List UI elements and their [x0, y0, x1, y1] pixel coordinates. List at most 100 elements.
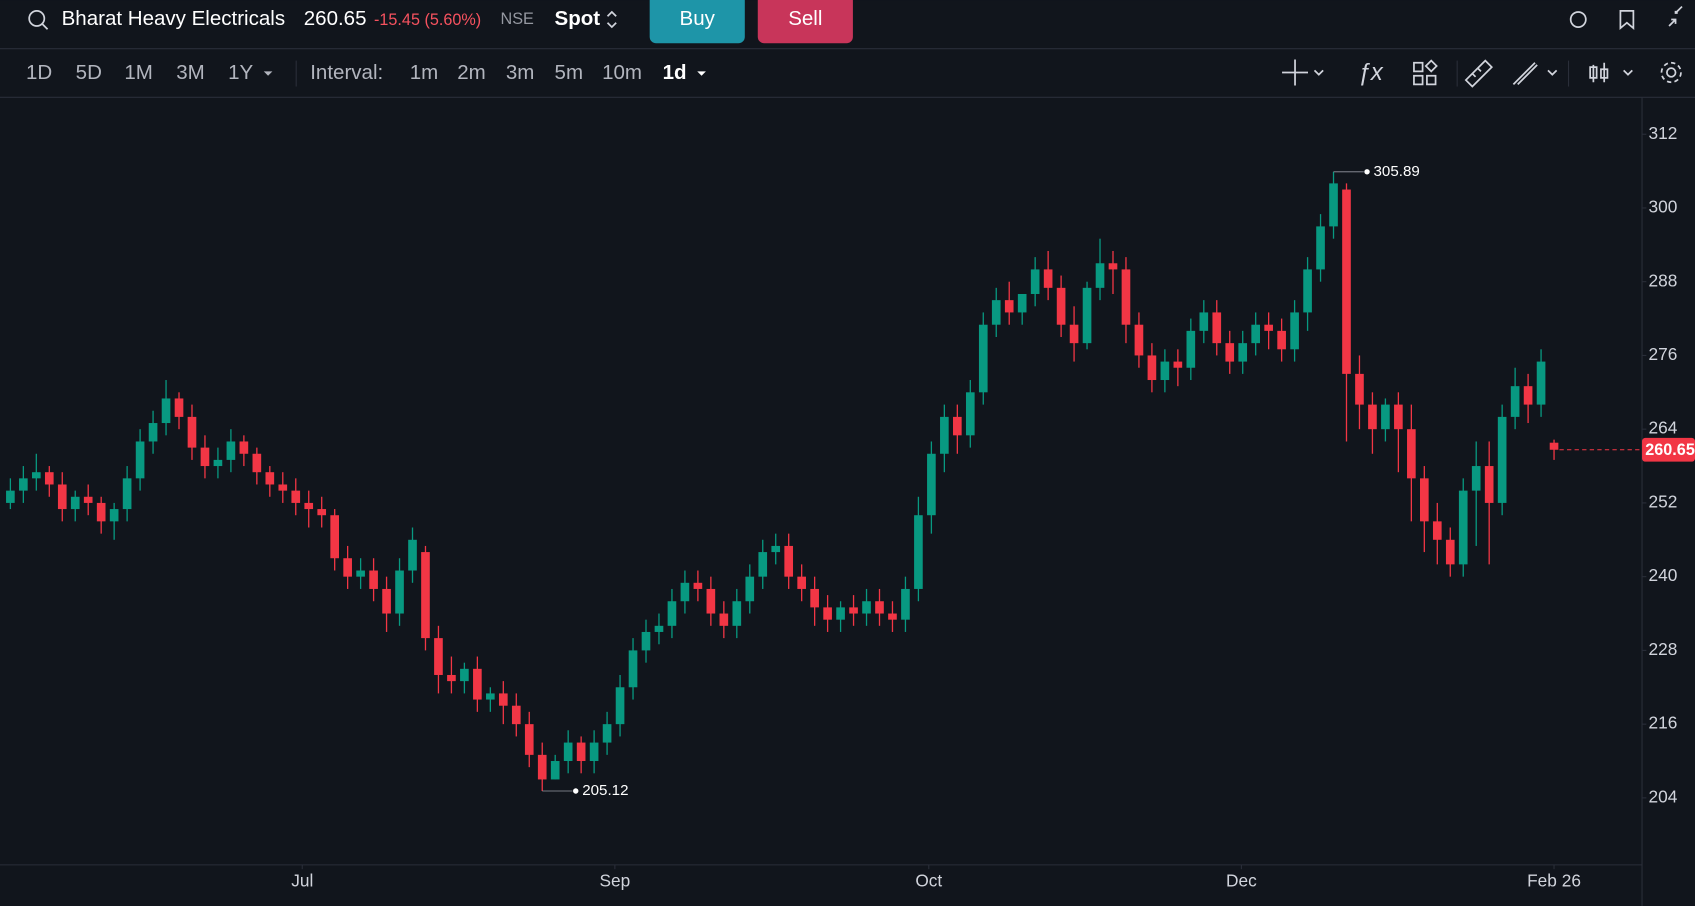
- candle-body: [1199, 312, 1209, 331]
- candle-body: [447, 674, 456, 682]
- interval-button[interactable]: 5m: [555, 61, 584, 84]
- buy-button[interactable]: [649, 0, 745, 44]
- candle-body: [797, 576, 806, 589]
- ruler-icon[interactable]: [1464, 59, 1493, 88]
- candle-body: [1004, 300, 1014, 313]
- interval-caret: [697, 71, 706, 76]
- candle-body: [1445, 539, 1455, 565]
- candle-body: [44, 472, 54, 485]
- range-button[interactable]: 1Y: [228, 61, 253, 84]
- y-tick-label: 252: [1649, 491, 1678, 511]
- interval-button[interactable]: 10m: [602, 61, 642, 84]
- settings-icon[interactable]: [1666, 67, 1677, 78]
- range-button[interactable]: 5D: [76, 61, 102, 84]
- chart-type-icon[interactable]: [1589, 62, 1633, 83]
- candle-body: [965, 392, 975, 436]
- candle-body: [576, 742, 586, 762]
- bookmark-icon[interactable]: [1619, 10, 1635, 31]
- candle-body: [486, 693, 495, 700]
- candle-body: [343, 558, 352, 577]
- y-tick-label: 216: [1649, 713, 1678, 733]
- candle-body: [1069, 324, 1079, 344]
- candle-body: [1316, 226, 1325, 270]
- high-marker-dot: [1364, 169, 1370, 175]
- candle-body: [1277, 330, 1286, 350]
- candle-body: [31, 472, 41, 479]
- sell-label[interactable]: Sell: [788, 7, 822, 30]
- candle-body: [278, 484, 288, 491]
- last-price-label: 260.65: [1645, 441, 1695, 459]
- market-select[interactable]: Spot: [555, 7, 601, 30]
- candle-body: [174, 398, 184, 417]
- candle-body: [1355, 373, 1364, 405]
- candle-body: [1212, 312, 1222, 344]
- candle-body: [1484, 466, 1494, 503]
- range-button[interactable]: 1D: [26, 61, 52, 84]
- collapse-icon[interactable]: [1668, 5, 1683, 27]
- candle-body: [1432, 521, 1442, 540]
- candle-body: [953, 416, 962, 436]
- interval-button[interactable]: 1m: [410, 61, 439, 84]
- candle-body: [537, 754, 547, 780]
- range-button[interactable]: 3M: [176, 61, 205, 84]
- candle-body: [1095, 263, 1105, 288]
- candle-body: [1134, 324, 1144, 356]
- last-price-badge: [1642, 437, 1695, 462]
- candle-body: [732, 601, 742, 626]
- range-caret: [263, 71, 273, 76]
- crosshair-tool[interactable]: [1282, 59, 1324, 86]
- interval-button[interactable]: 3m: [506, 61, 534, 84]
- candle-body: [213, 459, 223, 467]
- candle-body: [408, 539, 417, 571]
- price-change: -15.45 (5.60%): [374, 11, 481, 29]
- y-tick-label: 264: [1649, 418, 1678, 438]
- y-tick-label: 276: [1649, 344, 1678, 364]
- y-tick-label: 288: [1649, 270, 1678, 290]
- candle-body: [1225, 343, 1235, 362]
- interval-button[interactable]: 2m: [457, 61, 486, 84]
- candle-body: [304, 502, 314, 510]
- symbol-name[interactable]: Bharat Heavy Electricals: [62, 7, 285, 30]
- indicators-icon[interactable]: ƒx: [1358, 59, 1384, 86]
- candle-body: [1329, 183, 1338, 227]
- candle-body: [135, 441, 145, 479]
- candle-body: [654, 625, 664, 632]
- alarm-icon[interactable]: [1569, 11, 1587, 28]
- candle-body: [1368, 404, 1377, 430]
- candle-body: [589, 742, 599, 762]
- range-button[interactable]: 1M: [124, 61, 153, 84]
- candle-body: [875, 601, 884, 614]
- candle-body: [1251, 324, 1261, 344]
- y-tick-label: 312: [1649, 123, 1678, 143]
- search-icon[interactable]: [28, 10, 46, 27]
- candle-body: [888, 613, 897, 620]
- x-tick-label: Feb 26: [1527, 871, 1581, 891]
- candle-body: [1017, 293, 1027, 313]
- candle-body: [680, 582, 690, 602]
- candle-body: [6, 490, 15, 503]
- candle-body: [628, 650, 638, 688]
- candle-body: [991, 300, 1001, 325]
- candle-body: [317, 509, 327, 516]
- interval-label: Interval:: [310, 61, 383, 84]
- candle-body: [667, 601, 677, 626]
- candle-body: [1510, 386, 1520, 417]
- candle-body: [836, 607, 845, 620]
- y-tick-label: 204: [1649, 786, 1678, 806]
- candle-body: [57, 484, 67, 510]
- candle-body: [109, 509, 119, 522]
- candle-body: [395, 570, 404, 614]
- x-tick-label: Sep: [599, 871, 630, 891]
- sell-button[interactable]: [757, 0, 853, 44]
- high-marker-label: 305.89: [1374, 163, 1420, 180]
- candle-body: [940, 416, 949, 454]
- interval-selected[interactable]: 1d: [663, 61, 687, 84]
- templates-icon[interactable]: [1413, 59, 1438, 86]
- candle-body: [524, 724, 534, 755]
- candle-body: [19, 478, 28, 491]
- buy-label[interactable]: Buy: [680, 7, 716, 30]
- settings-icon-ring: [1660, 61, 1682, 84]
- drawing-icon[interactable]: [1512, 62, 1558, 85]
- candle-body: [1108, 263, 1118, 270]
- candle-body: [602, 724, 612, 743]
